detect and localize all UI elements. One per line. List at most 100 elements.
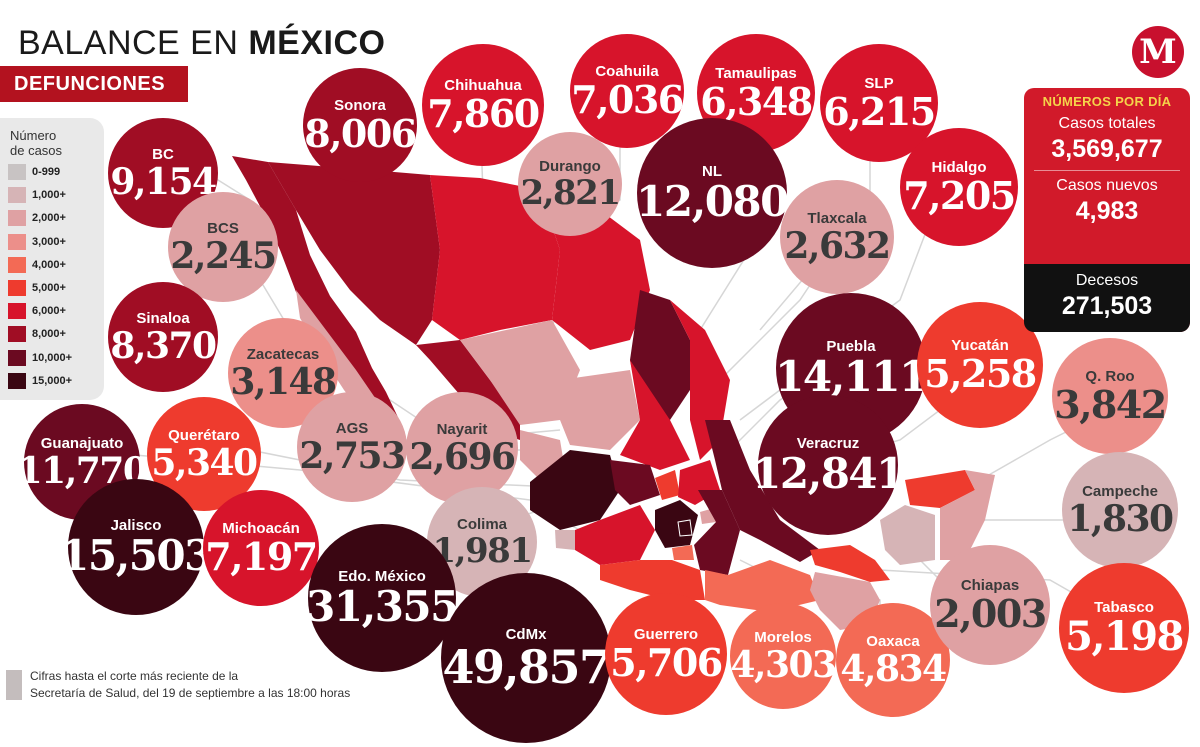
new-cases-value: 4,983 [1075, 197, 1139, 225]
state-name: NL [702, 163, 722, 180]
state-name: Tamaulipas [715, 65, 797, 82]
state-deaths-value: 5,198 [1065, 613, 1184, 660]
state-name: Veracruz [796, 435, 860, 452]
state-bubble-campeche: Campeche 1,830 [1062, 452, 1178, 568]
region-zacatecas [560, 370, 640, 450]
state-bubble-jalisco: Jalisco 15,503 [60, 479, 213, 615]
state-deaths-value: 2,245 [170, 235, 277, 277]
legend-label: 10,000+ [32, 351, 73, 364]
state-name: Edo. México [338, 568, 426, 585]
state-bubble-nayarit: Nayarit 2,696 [406, 392, 518, 504]
region-guerrero [600, 560, 705, 600]
state-bubble-yucat-n: Yucatán 5,258 [917, 302, 1043, 428]
page-title: BALANCE EN MÉXICO [18, 24, 385, 63]
state-name: SLP [864, 75, 894, 92]
legend-title: Número de casos [10, 128, 62, 158]
page-subtitle: DEFUNCIONES [0, 66, 188, 102]
region-tabasco [810, 545, 890, 582]
state-bubble-sonora: Sonora 8,006 [303, 68, 417, 182]
state-bubble-nl: NL 12,080 [636, 118, 789, 268]
footnote: Cifras hasta el corte más reciente de la… [30, 668, 390, 702]
region-yucatan [905, 470, 975, 508]
legend-item: 6,000+ [8, 301, 66, 321]
legend-label: 15,000+ [32, 374, 73, 387]
state-name: Colima [456, 516, 507, 533]
state-bubble-chihuahua: Chihuahua 7,860 [422, 44, 544, 166]
state-name: Tlaxcala [807, 210, 867, 227]
state-deaths-value: 7,860 [427, 91, 540, 136]
state-name: Chiapas [960, 577, 1020, 594]
state-bubble-coahuila: Coahuila 7,036 [570, 34, 684, 148]
legend-label: 6,000+ [32, 305, 66, 318]
title-light: BALANCE EN [18, 24, 249, 62]
legend-label: 2,000+ [32, 212, 66, 225]
legend-label: 1,000+ [32, 189, 66, 202]
region-guanajuato [610, 460, 660, 505]
deaths-box: Decesos 271,503 [1024, 264, 1190, 332]
legend-label: 0-999 [32, 166, 61, 178]
region-chihuahua [430, 175, 560, 340]
state-name: Durango [539, 158, 601, 175]
state-bubble-guerrero: Guerrero 5,706 [605, 593, 727, 715]
legend-item: 3,000+ [8, 232, 66, 252]
state-deaths-value: 7,205 [903, 173, 1016, 218]
deaths-value: 271,503 [1061, 292, 1153, 320]
state-bubble-zacatecas: Zacatecas 3,148 [228, 318, 338, 428]
legend-label: 3,000+ [32, 235, 66, 248]
state-name: Campeche [1082, 483, 1158, 500]
region-qroo [940, 470, 995, 560]
legend-item: 5,000+ [8, 278, 66, 298]
legend-item: 0-999 [8, 162, 60, 182]
state-bubble-morelos: Morelos 4,303 [730, 603, 837, 709]
state-bubble-veracruz: Veracruz 12,841 [752, 395, 905, 535]
state-deaths-value: 31,355 [306, 582, 459, 631]
title-bold: MÉXICO [248, 24, 386, 62]
state-deaths-value: 2,753 [299, 435, 406, 477]
state-deaths-value: 15,503 [60, 531, 213, 580]
state-deaths-value: 6,348 [700, 79, 813, 124]
legend-label: 8,000+ [32, 328, 66, 341]
state-deaths-value: 3,842 [1054, 382, 1167, 427]
state-deaths-value: 6,215 [823, 89, 936, 134]
legend-label: 4,000+ [32, 258, 66, 271]
legend-item: 8,000+ [8, 324, 66, 344]
state-name: BC [152, 146, 174, 163]
region-morelos [672, 545, 694, 560]
region-michoacan [575, 505, 655, 565]
state-deaths-value: 8,006 [304, 111, 417, 156]
new-cases-label: Casos nuevos [1056, 177, 1158, 194]
state-name: Hidalgo [931, 159, 987, 176]
state-deaths-value: 2,821 [520, 173, 621, 213]
state-name: Puebla [826, 338, 876, 355]
region-queretaro [655, 470, 680, 500]
legend-label: 5,000+ [32, 282, 66, 294]
legend-swatch [8, 233, 26, 250]
state-name: Jalisco [110, 517, 162, 534]
state-name: BCS [207, 220, 239, 237]
footnote-marker [6, 670, 22, 700]
deaths-label: Decesos [1075, 272, 1139, 289]
state-name: Oaxaca [866, 633, 920, 650]
legend-swatch [8, 280, 26, 296]
state-bubble-tlaxcala: Tlaxcala 2,632 [780, 180, 894, 294]
legend-swatch [8, 303, 26, 320]
legend-swatch [8, 326, 26, 343]
state-bubble-slp: SLP 6,215 [820, 44, 938, 162]
stats-header: NÚMEROS POR DÍA [1042, 94, 1172, 109]
state-bubble-ags: AGS 2,753 [297, 392, 407, 502]
region-campeche [880, 505, 935, 565]
legend-item: 10,000+ [8, 348, 72, 368]
state-bubble-cdmx: CdMx 49,857 [441, 573, 611, 743]
state-bubble-michoac-n: Michoacán 7,197 [203, 490, 319, 606]
region-cdmx [677, 519, 693, 537]
region-sonora [268, 162, 440, 345]
state-bubble-oaxaca: Oaxaca 4,834 [836, 603, 950, 717]
daily-stats-panel: NÚMEROS POR DÍA Casos totales 3,569,677 … [1024, 88, 1190, 332]
state-deaths-value: 8,370 [110, 325, 217, 367]
region-oaxaca [705, 560, 820, 612]
state-deaths-value: 2,003 [934, 591, 1047, 636]
state-name: Coahuila [595, 63, 659, 80]
region-bc [232, 156, 404, 440]
stats-divider [1034, 170, 1180, 171]
state-bubble-hidalgo: Hidalgo 7,205 [900, 128, 1018, 246]
